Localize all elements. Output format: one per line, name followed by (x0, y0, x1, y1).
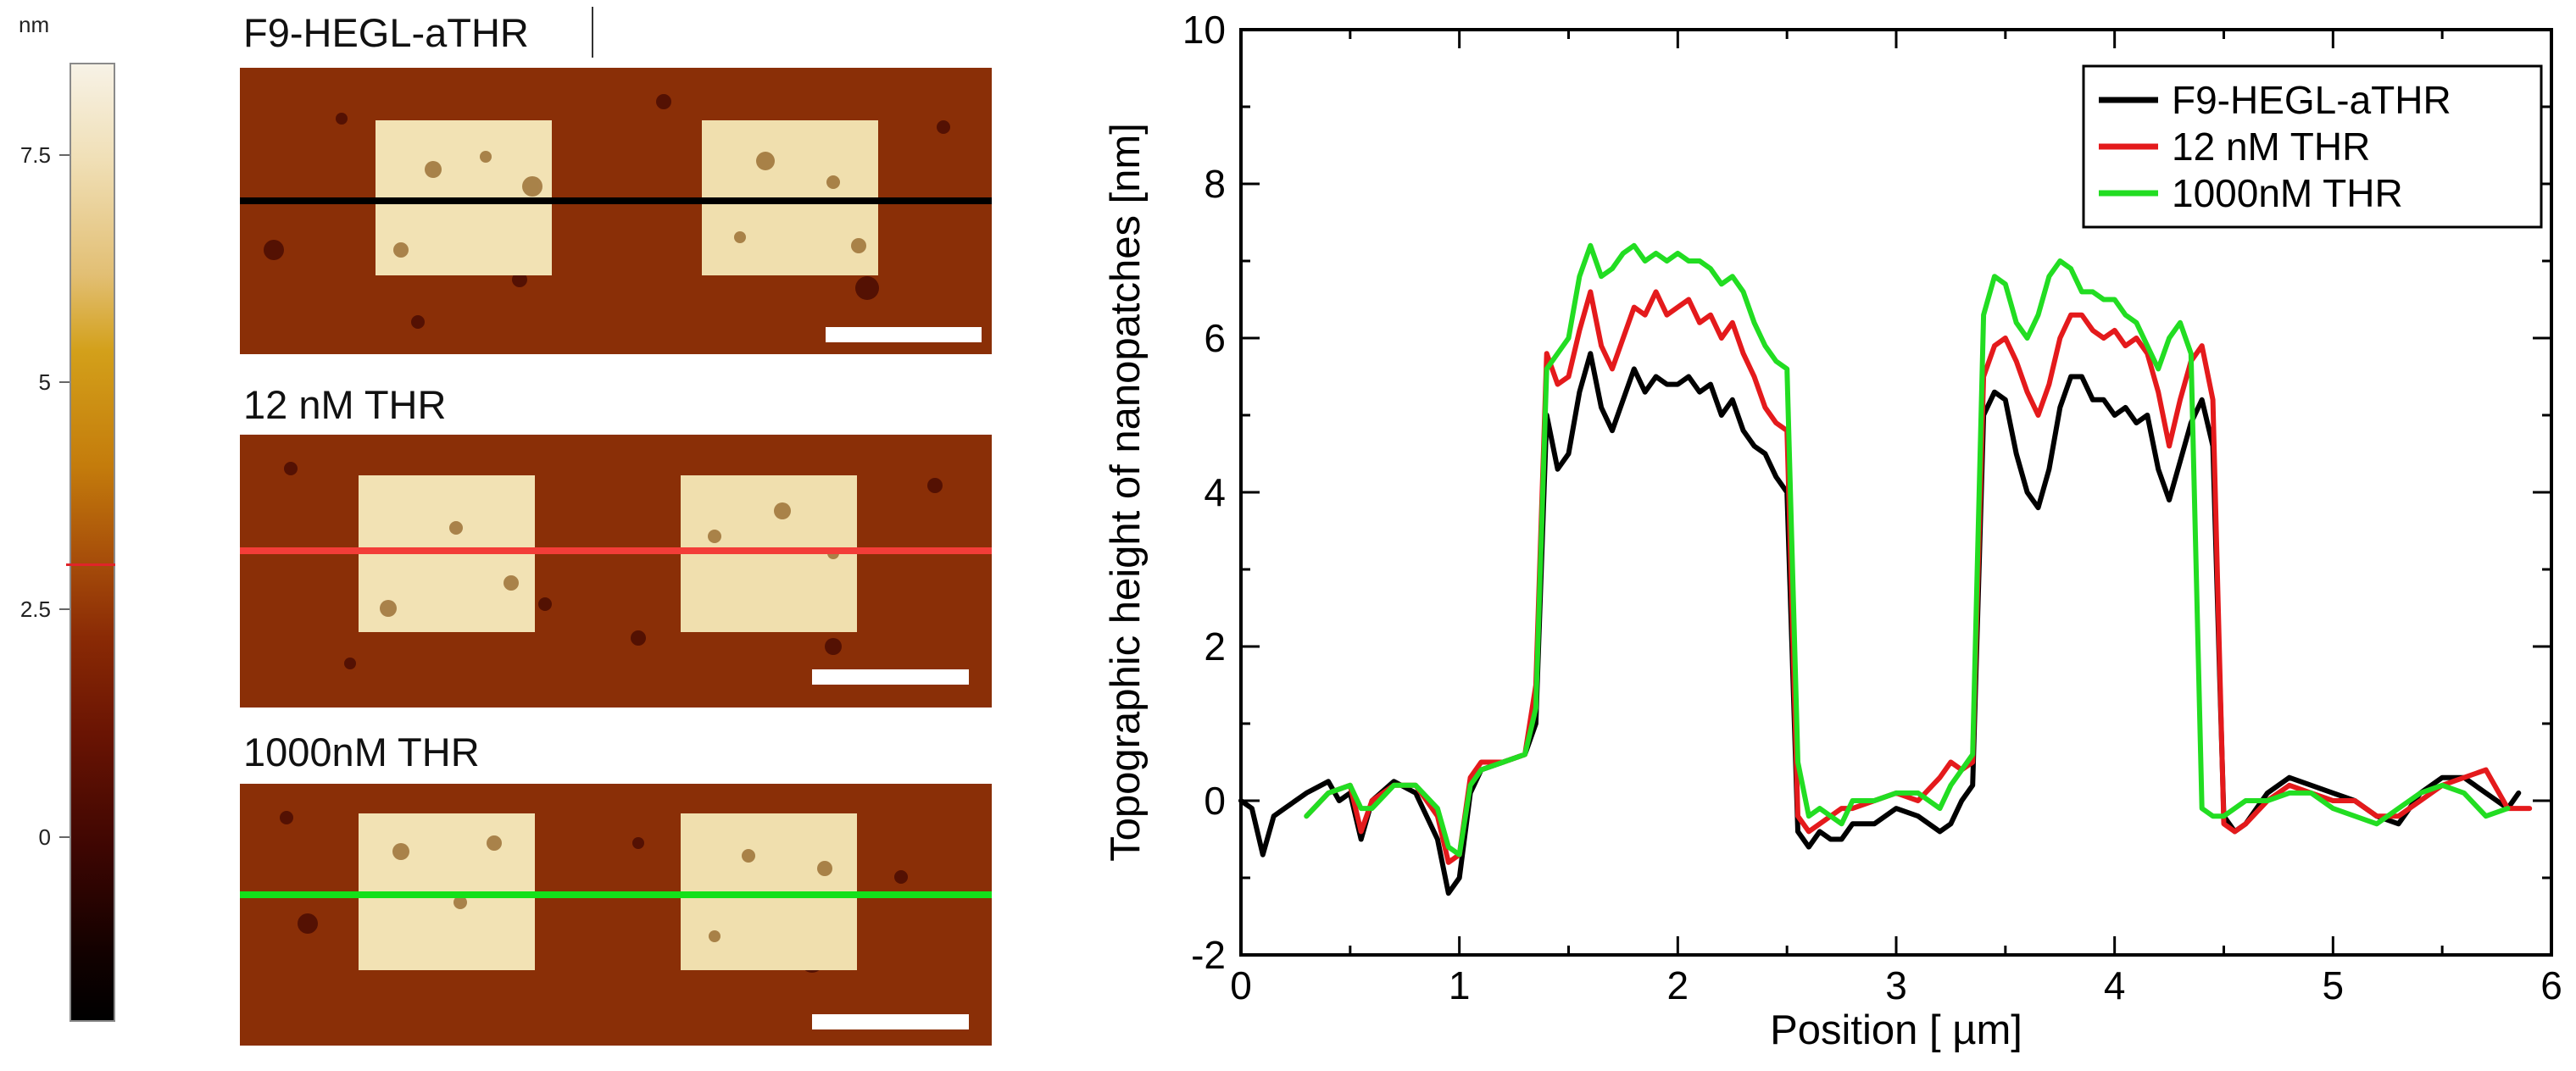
y-tick-label: 10 (1182, 8, 1226, 52)
text-caret (592, 7, 593, 58)
afm-image-panel-3 (240, 784, 992, 1046)
x-tick-label: 2 (1667, 963, 1689, 1007)
colorbar-tick-label: 0 (38, 824, 51, 850)
profile-line-green (240, 891, 992, 898)
afm-image-panel-1 (240, 68, 992, 354)
legend-label: 1000nM THR (2172, 171, 2403, 215)
colorbar-tick-label: 7.5 (19, 142, 51, 169)
colorbar-tick (59, 381, 70, 384)
x-tick-label: 5 (2323, 963, 2345, 1007)
scale-bar (812, 1014, 969, 1029)
series-line-3 (1304, 242, 2511, 857)
colorbar-tick-label: 5 (38, 369, 51, 396)
colorbar-tick (59, 154, 70, 157)
colorbar-gradient (70, 63, 115, 1022)
scale-bar (812, 669, 969, 685)
panel-3-title: 1000nM THR (243, 730, 480, 774)
x-axis-title: Position [ µm] (1770, 1007, 2022, 1053)
y-tick-label: 4 (1204, 470, 1226, 514)
panel-2-title: 12 nM THR (243, 382, 447, 427)
y-tick-label: 6 (1204, 316, 1226, 360)
x-tick-label: 0 (1230, 963, 1252, 1007)
colorbar-marker (66, 563, 115, 566)
panel-1-title: F9-HEGL-aTHR (243, 10, 529, 55)
scale-bar (826, 327, 982, 342)
colorbar-tick (59, 835, 70, 838)
y-tick-label: 8 (1204, 162, 1226, 206)
x-tick-label: 6 (2540, 963, 2562, 1007)
y-tick-label: 2 (1204, 624, 1226, 669)
legend-label: 12 nM THR (2172, 125, 2370, 169)
x-tick-label: 3 (1885, 963, 1907, 1007)
y-tick-label: 0 (1204, 779, 1226, 823)
y-axis-title: Topographic height of nanopatches [nm] (1103, 123, 1149, 862)
profile-line-black (240, 197, 992, 204)
y-tick-label: -2 (1191, 933, 1226, 977)
legend-box (2082, 64, 2543, 229)
series-line-2 (1304, 289, 2533, 865)
legend-label: F9-HEGL-aTHR (2172, 78, 2451, 122)
afm-image-panel-2 (240, 435, 992, 708)
colorbar-tick-label: 2.5 (19, 597, 51, 623)
x-tick-label: 1 (1449, 963, 1471, 1007)
profile-line-red (240, 547, 992, 554)
colorbar-unit-label: nm (19, 12, 50, 37)
x-tick-label: 4 (2104, 963, 2126, 1007)
series-group (1238, 242, 2533, 896)
colorbar-tick (59, 608, 70, 611)
